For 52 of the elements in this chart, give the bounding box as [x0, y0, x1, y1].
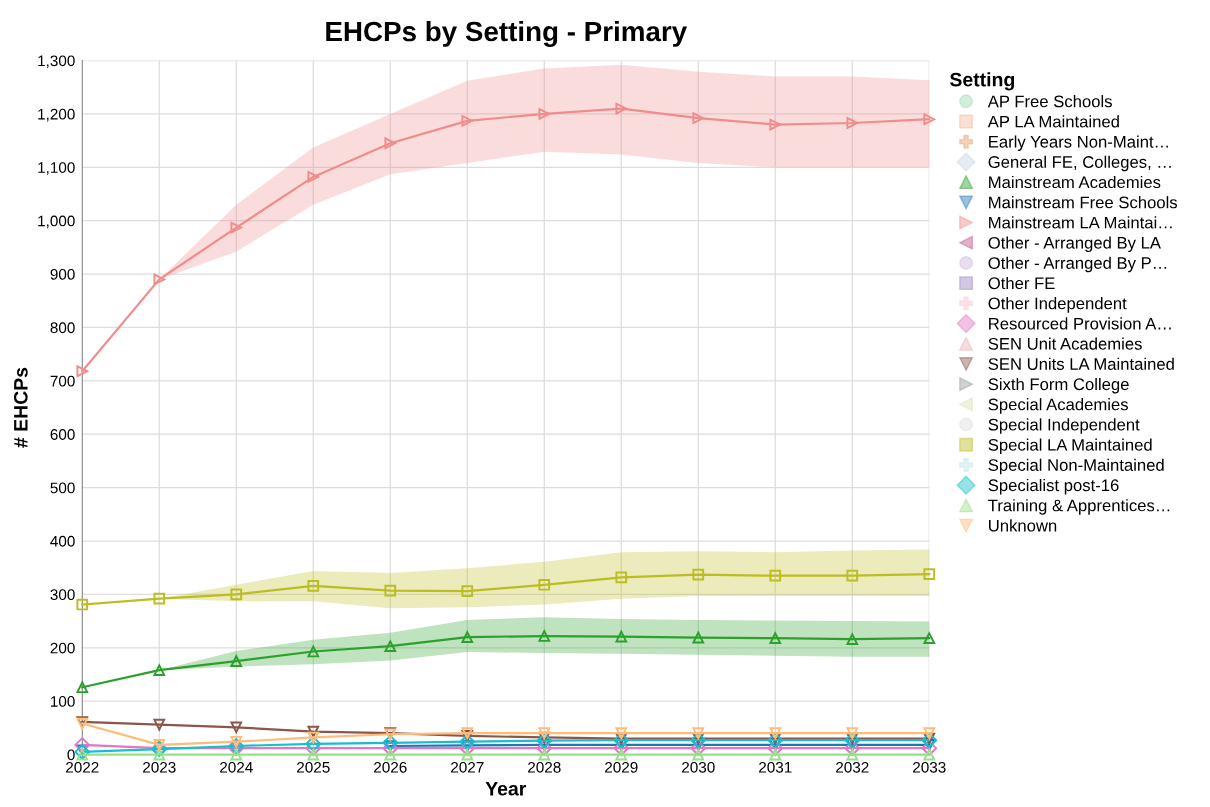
legend-label: SEN Units LA Maintained	[988, 357, 1174, 370]
y-tick-label: 900	[50, 268, 75, 280]
legend-label: Specialist post-16	[988, 478, 1119, 495]
legend-label: Early Years Non-Maint…	[989, 135, 1168, 152]
y-tick-label: 1,100	[38, 162, 75, 175]
x-tick-label: 2022	[66, 761, 99, 773]
x-tick-label: 2030	[682, 761, 715, 773]
chart-title: EHCPs by Setting - Primary	[326, 20, 688, 47]
y-tick-label: 300	[50, 589, 75, 601]
y-tick-label: 600	[50, 429, 75, 440]
legend-label: Other FE	[988, 276, 1055, 290]
legend-label: SEN Unit Academies	[988, 337, 1142, 350]
x-tick-label: 2029	[605, 761, 638, 773]
legend-label: Special Independent	[988, 418, 1140, 434]
x-tick-label: 2028	[528, 761, 561, 773]
legend-title: Setting	[949, 72, 1015, 91]
legend-label: Special Academies	[988, 398, 1128, 414]
legend-label: Training & Apprentices…	[988, 499, 1170, 515]
legend-label: Resourced Provision A…	[989, 317, 1171, 330]
y-tick-label: 700	[50, 375, 75, 387]
x-axis-title: Year	[485, 782, 527, 796]
y-tick-label: 0	[67, 749, 75, 761]
legend-label: General FE, Colleges, …	[988, 155, 1171, 172]
legend-label: Special LA Maintained	[988, 438, 1152, 455]
y-tick-label: 400	[50, 535, 75, 547]
legend-label: Mainstream Academies	[989, 175, 1161, 189]
x-tick-label: 2031	[759, 761, 792, 773]
x-tick-label: 2024	[220, 761, 253, 773]
y-tick-label: 500	[50, 482, 75, 494]
legend-label: Other - Arranged By LA	[988, 236, 1161, 253]
y-tick-label: 1,200	[38, 108, 75, 122]
x-tick-label: 2032	[836, 761, 869, 773]
legend-label: Special Non-Maintained	[988, 458, 1164, 475]
y-tick-label: 1,300	[38, 55, 75, 69]
legend-label: Mainstream Free Schools	[989, 196, 1178, 209]
legend-label: Mainstream LA Maintai…	[989, 216, 1172, 229]
x-tick-label: 2025	[297, 761, 330, 773]
legend-label: AP LA Maintained	[987, 115, 1119, 128]
legend-label: Other - Arranged By P…	[988, 256, 1167, 273]
y-tick-label: 200	[50, 642, 75, 654]
legend-label: Other Independent	[988, 297, 1127, 313]
y-tick-label: 1,000	[38, 215, 75, 229]
legend-label: AP Free Schools	[987, 95, 1112, 108]
y-axis-title: # EHCPs	[13, 367, 28, 448]
x-tick-label: 2027	[451, 761, 484, 773]
legend-label: Sixth Form College	[988, 377, 1129, 394]
legend-label: Unknown	[989, 519, 1057, 532]
y-tick-label: 800	[50, 322, 75, 334]
x-tick-label: 2023	[143, 761, 176, 773]
x-tick-label: 2026	[374, 761, 407, 773]
y-tick-label: 100	[51, 696, 75, 707]
x-tick-label: 2033	[913, 761, 946, 773]
